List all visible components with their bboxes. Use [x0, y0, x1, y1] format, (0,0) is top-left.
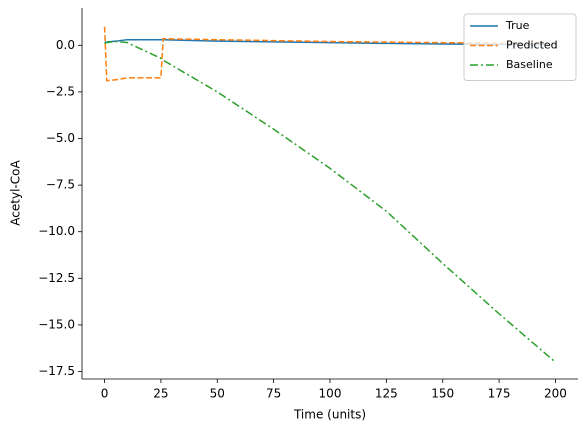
y-tick-label: −12.5 [38, 271, 75, 285]
legend-label: Predicted [506, 39, 558, 52]
x-tick-label: 0 [101, 387, 109, 401]
y-axis-label: Acetyl-CoA [9, 160, 23, 226]
x-tick-label: 125 [375, 387, 398, 401]
y-tick-label: −5.0 [46, 131, 75, 145]
legend: True Predicted Baseline [463, 13, 577, 81]
x-tick-label: 25 [153, 387, 168, 401]
x-axis-label: Time (units) [293, 408, 366, 422]
legend-box [463, 13, 577, 81]
legend-label: Baseline [506, 58, 553, 71]
x-tick-label: 150 [431, 387, 454, 401]
x-tick-label: 175 [488, 387, 511, 401]
x-tick-label: 75 [266, 387, 281, 401]
x-tick-label: 50 [210, 387, 225, 401]
y-tick-label: −15.0 [38, 317, 75, 331]
series-line [104, 40, 556, 363]
x-tick-label: 100 [319, 387, 342, 401]
y-tick-label: −2.5 [46, 84, 75, 98]
x-tick-label: 200 [544, 387, 567, 401]
y-tick-label: −7.5 [46, 178, 75, 192]
y-tick-label: 0.0 [56, 38, 75, 52]
series-line [103, 26, 556, 82]
legend-label: True [505, 19, 530, 32]
y-tick-label: −17.5 [38, 364, 75, 378]
y-tick-label: −10.0 [38, 224, 75, 238]
